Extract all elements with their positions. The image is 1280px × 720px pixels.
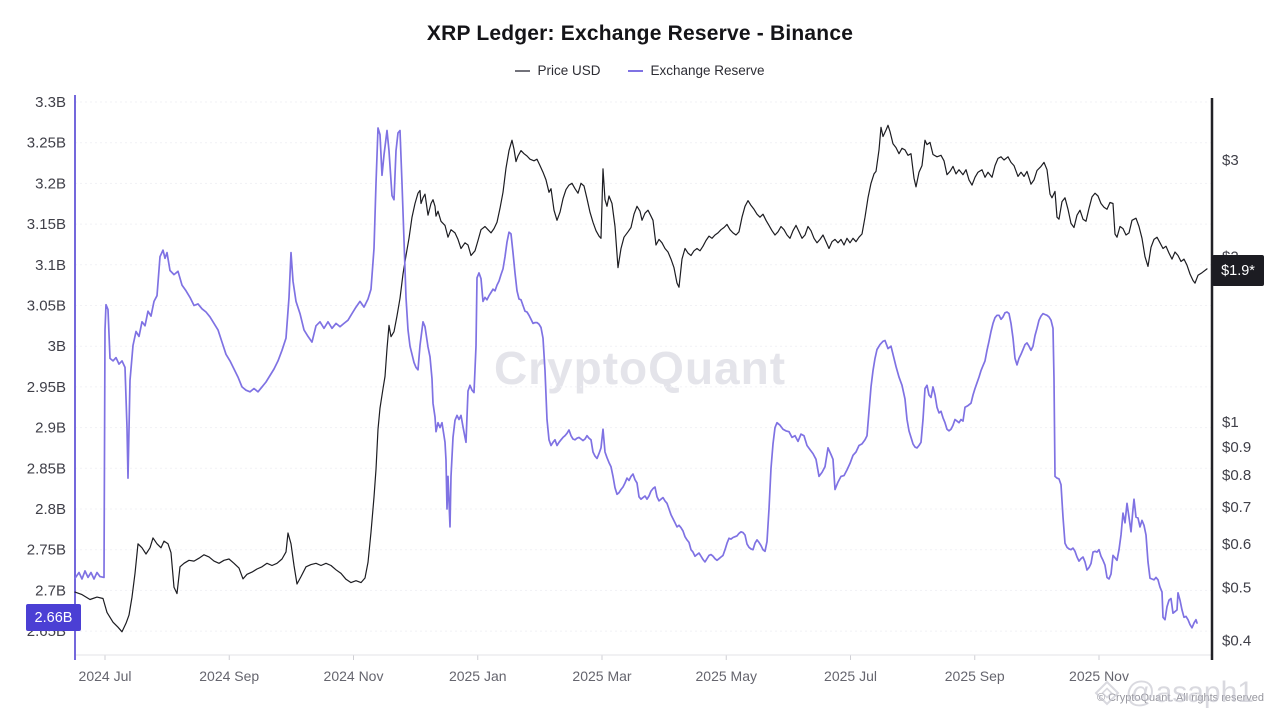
y-axis-left-tick-label: 3.2B xyxy=(35,175,66,192)
y-axis-left-tick-label: 2.8B xyxy=(35,501,66,518)
author-watermark: @asaph1 xyxy=(1094,676,1254,710)
price-current-value-badge: $1.9* xyxy=(1212,255,1264,286)
diamond-logo-icon xyxy=(1094,680,1120,706)
y-axis-left-tick-label: 3.15B xyxy=(27,216,66,233)
y-axis-right-tick-label: $0.4 xyxy=(1222,633,1251,650)
y-axis-left-tick-label: 2.75B xyxy=(27,542,66,559)
legend-label-price-usd: Price USD xyxy=(537,63,601,78)
y-axis-left-tick-label: 3.3B xyxy=(35,94,66,111)
y-axis-right-tick-label: $1 xyxy=(1222,414,1239,431)
legend-label-exchange-reserve: Exchange Reserve xyxy=(650,63,765,78)
y-axis-right-tick-label: $0.5 xyxy=(1222,579,1251,596)
y-axis-right-tick-label: $0.8 xyxy=(1222,467,1251,484)
y-axis-right-tick-label: $0.9 xyxy=(1222,439,1251,456)
y-axis-left-tick-label: 3.1B xyxy=(35,257,66,274)
x-axis-tick-label: 2024 Sep xyxy=(199,668,259,684)
legend: Price USD Exchange Reserve xyxy=(0,63,1280,78)
legend-item-exchange-reserve[interactable]: Exchange Reserve xyxy=(628,63,765,78)
y-axis-left-tick-label: 2.85B xyxy=(27,460,66,477)
y-axis-left-tick-label: 3B xyxy=(48,338,66,355)
y-axis-right-tick-label: $3 xyxy=(1222,152,1239,169)
cryptoquant-center-watermark: CryptoQuant xyxy=(493,342,787,394)
chart-title: XRP Ledger: Exchange Reserve - Binance xyxy=(426,22,854,45)
copyright-text: © CryptoQuant. All rights reserved xyxy=(1096,692,1264,704)
x-axis-tick-label: 2025 May xyxy=(696,668,757,684)
x-axis-tick-label: 2025 Mar xyxy=(572,668,631,684)
x-axis-tick-label: 2025 Sep xyxy=(945,668,1005,684)
y-axis-right-tick-label: $0.7 xyxy=(1222,499,1251,516)
x-axis-tick-label: 2024 Jul xyxy=(79,668,132,684)
x-axis-tick-label: 2025 Nov xyxy=(1069,668,1129,684)
reserve-line-dash-icon xyxy=(628,69,644,72)
x-axis-tick-label: 2024 Nov xyxy=(324,668,384,684)
y-axis-left-tick-label: 2.7B xyxy=(35,582,66,599)
y-axis-left-tick-label: 2.95B xyxy=(27,379,66,396)
reserve-current-value-badge: 2.66B xyxy=(26,604,81,631)
exchange-reserve-line[interactable] xyxy=(74,127,1198,629)
author-handle: @asaph1 xyxy=(1125,676,1254,709)
y-axis-left-tick-label: 2.9B xyxy=(35,420,66,437)
y-axis-left-tick-label: 3.05B xyxy=(27,298,66,315)
x-axis-tick-label: 2025 Jul xyxy=(824,668,877,684)
y-axis-left-tick-label: 3.25B xyxy=(27,135,66,152)
price-usd-line[interactable] xyxy=(74,124,1208,633)
price-line-dash-icon xyxy=(515,69,531,72)
y-axis-right-tick-label: $0.6 xyxy=(1222,536,1251,553)
legend-item-price-usd[interactable]: Price USD xyxy=(515,63,600,78)
x-axis-tick-label: 2025 Jan xyxy=(449,668,507,684)
